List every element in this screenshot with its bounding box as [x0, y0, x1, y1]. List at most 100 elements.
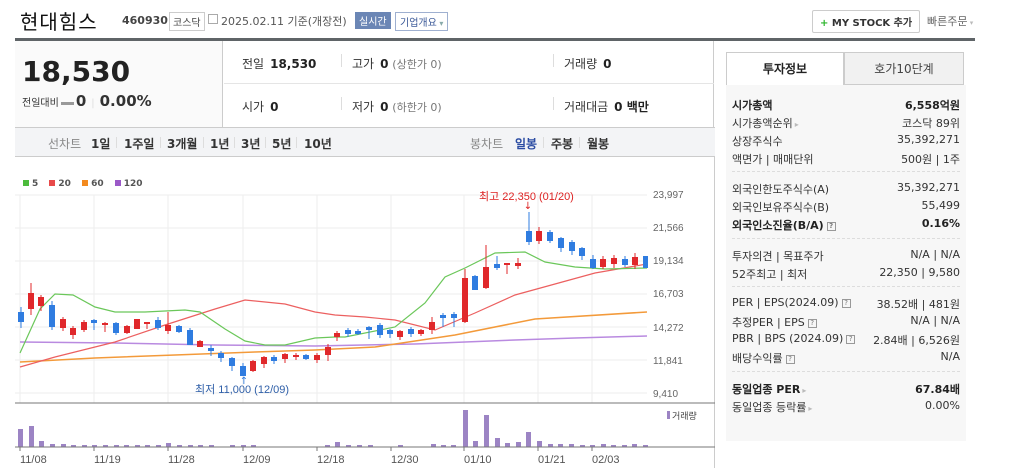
candlestick-chart[interactable]: 5 20 60 120 23,997 21,566	[15, 157, 715, 468]
period-3y[interactable]: 3년	[241, 137, 261, 151]
candle-weekly[interactable]: 주봉	[551, 137, 574, 151]
label: 시가총액순위	[732, 117, 793, 130]
label: PBR | BPS (2024.09)	[732, 332, 844, 345]
stock-header: 현대힘스 460930 코스닥 2025.02.11 기준(개장전) 실시간 기…	[15, 0, 975, 38]
label: 저가	[352, 100, 375, 114]
label: 거래량	[564, 57, 598, 71]
info-row-per-eps: PER | EPS(2024.09)? 38.52배 | 481원	[732, 296, 960, 312]
svg-text:↑: ↑	[240, 376, 248, 387]
info-row-sector-change[interactable]: 동일업종 등락률 ▸ 0.00%	[732, 399, 960, 415]
arrow-right-icon: ▸	[808, 404, 813, 413]
period-1y[interactable]: 1년	[210, 137, 230, 151]
legend-ma5: 5	[23, 179, 38, 189]
divider	[732, 171, 960, 172]
quote-row: 전일 18,530 고가 0 (상한가 0) 거래량 0	[224, 41, 714, 84]
lower-limit: (하한가 0)	[392, 101, 442, 114]
separator	[543, 137, 544, 148]
help-icon[interactable]: ?	[785, 355, 795, 364]
separator: |	[91, 98, 95, 109]
legend-swatch	[114, 180, 121, 186]
value: 0.16%	[921, 217, 960, 230]
legend-label: 5	[32, 179, 39, 189]
info-row-52w: 52주최고 | 최저 22,350 | 9,580	[732, 266, 960, 282]
value: 0	[380, 57, 389, 71]
change-pct: 0.00%	[99, 92, 152, 110]
period-5y[interactable]: 5년	[272, 137, 292, 151]
period-3m[interactable]: 3개월	[167, 137, 198, 151]
help-icon[interactable]: ?	[826, 222, 836, 231]
upper-limit: (상한가 0)	[392, 58, 442, 71]
calendar-icon	[208, 14, 218, 24]
value: 0	[270, 100, 279, 114]
info-row-opinion-target: 투자의견 | 목표주가 N/A | N/A	[732, 248, 960, 264]
legend-label: 60	[91, 179, 104, 189]
period-1d[interactable]: 1일	[91, 137, 111, 151]
separator	[160, 137, 161, 148]
svg-text:19,134: 19,134	[653, 256, 684, 267]
low-annotation: 최저 11,000 (12/09)	[195, 383, 289, 396]
label: 전일	[242, 57, 265, 71]
investment-info-box: 시가총액 6,558억원 시가총액순위 ▸ 코스닥 89위 상장주식수 35,392,2…	[726, 85, 966, 441]
info-row-pbr-bps: PBR | BPS (2024.09)? 2.84배 | 6,526원	[732, 332, 960, 348]
value: 38.52배 | 481원	[876, 298, 960, 311]
info-row-foreign-holding: 외국인보유주식수(B) 55,499	[732, 199, 960, 215]
trade-amount: 거래대금 0 백만	[564, 98, 649, 115]
divider	[732, 238, 960, 239]
label: 동일업종 등락률	[732, 401, 807, 414]
info-row-market-cap-rank[interactable]: 시가총액순위 ▸ 코스닥 89위	[732, 115, 960, 131]
add-mystock-button[interactable]: + MY STOCK 추가	[812, 10, 921, 33]
change-value: 0	[75, 92, 87, 110]
value: 18,530	[270, 57, 317, 71]
candle-monthly[interactable]: 월봉	[587, 137, 610, 151]
label: 배당수익률	[732, 352, 783, 365]
svg-text:↓: ↓	[524, 201, 532, 212]
value: 0	[380, 100, 389, 114]
price-summary: 18,530 전일대비 0 | 0.00%	[15, 41, 223, 127]
flat-icon	[60, 101, 74, 105]
separator	[553, 54, 554, 67]
divider	[732, 286, 960, 287]
label: 52주최고 | 최저	[732, 268, 808, 281]
help-icon[interactable]: ?	[846, 335, 856, 344]
quick-order-label: 빠른주문	[927, 15, 968, 28]
separator	[203, 137, 204, 148]
help-icon[interactable]: ?	[841, 299, 851, 308]
separator	[296, 137, 297, 148]
volume-legend: 거래량	[672, 410, 697, 422]
svg-text:16,703: 16,703	[653, 289, 684, 300]
candle-daily[interactable]: 일봉	[515, 137, 538, 151]
company-name: 현대힘스	[20, 10, 98, 34]
value: 6,558억원	[904, 99, 960, 112]
value: 22,350 | 9,580	[879, 266, 960, 279]
arrow-right-icon: ▸	[802, 386, 807, 395]
help-icon[interactable]: ?	[807, 319, 817, 328]
low-price: 저가 0 (하한가 0)	[352, 98, 442, 115]
volume-legend-swatch	[667, 411, 670, 419]
volume: 거래량 0	[564, 55, 611, 72]
label: 외국인소진율(B/A)	[732, 219, 824, 232]
company-info-dropdown[interactable]: 기업개요 ▾	[395, 12, 449, 31]
quick-order-dropdown[interactable]: 빠른주문 ▾	[927, 13, 973, 29]
divider	[732, 371, 960, 372]
label: 투자의견 | 목표주가	[732, 250, 824, 263]
value: 2.84배 | 6,526원	[873, 334, 960, 347]
legend-ma60: 60	[82, 179, 104, 189]
info-row-dividend-yield: 배당수익률? N/A	[732, 350, 960, 366]
separator	[341, 97, 342, 110]
separator	[341, 54, 342, 67]
legend-ma120: 120	[114, 179, 143, 189]
realtime-button[interactable]: 실시간	[355, 12, 391, 29]
info-row-sector-per[interactable]: 동일업종 PER ▸ 67.84배	[732, 381, 960, 397]
value: 0 백만	[614, 100, 649, 114]
tab-order-book[interactable]: 호가10단계	[844, 52, 964, 85]
period-1w[interactable]: 1주일	[124, 137, 155, 151]
period-10y[interactable]: 10년	[304, 137, 332, 151]
label: PER | EPS(2024.09)	[732, 296, 839, 309]
info-row-listed-shares: 상장주식수 35,392,271	[732, 133, 960, 149]
legend-label: 120	[123, 179, 143, 189]
company-info-label: 기업개요	[400, 18, 437, 29]
tab-investment-info[interactable]: 투자정보	[726, 52, 844, 85]
svg-text:14,272: 14,272	[653, 323, 684, 334]
label: 외국인한도주식수(A)	[732, 183, 830, 196]
info-row-face-value: 액면가 | 매매단위 500원 | 1주	[732, 151, 960, 167]
